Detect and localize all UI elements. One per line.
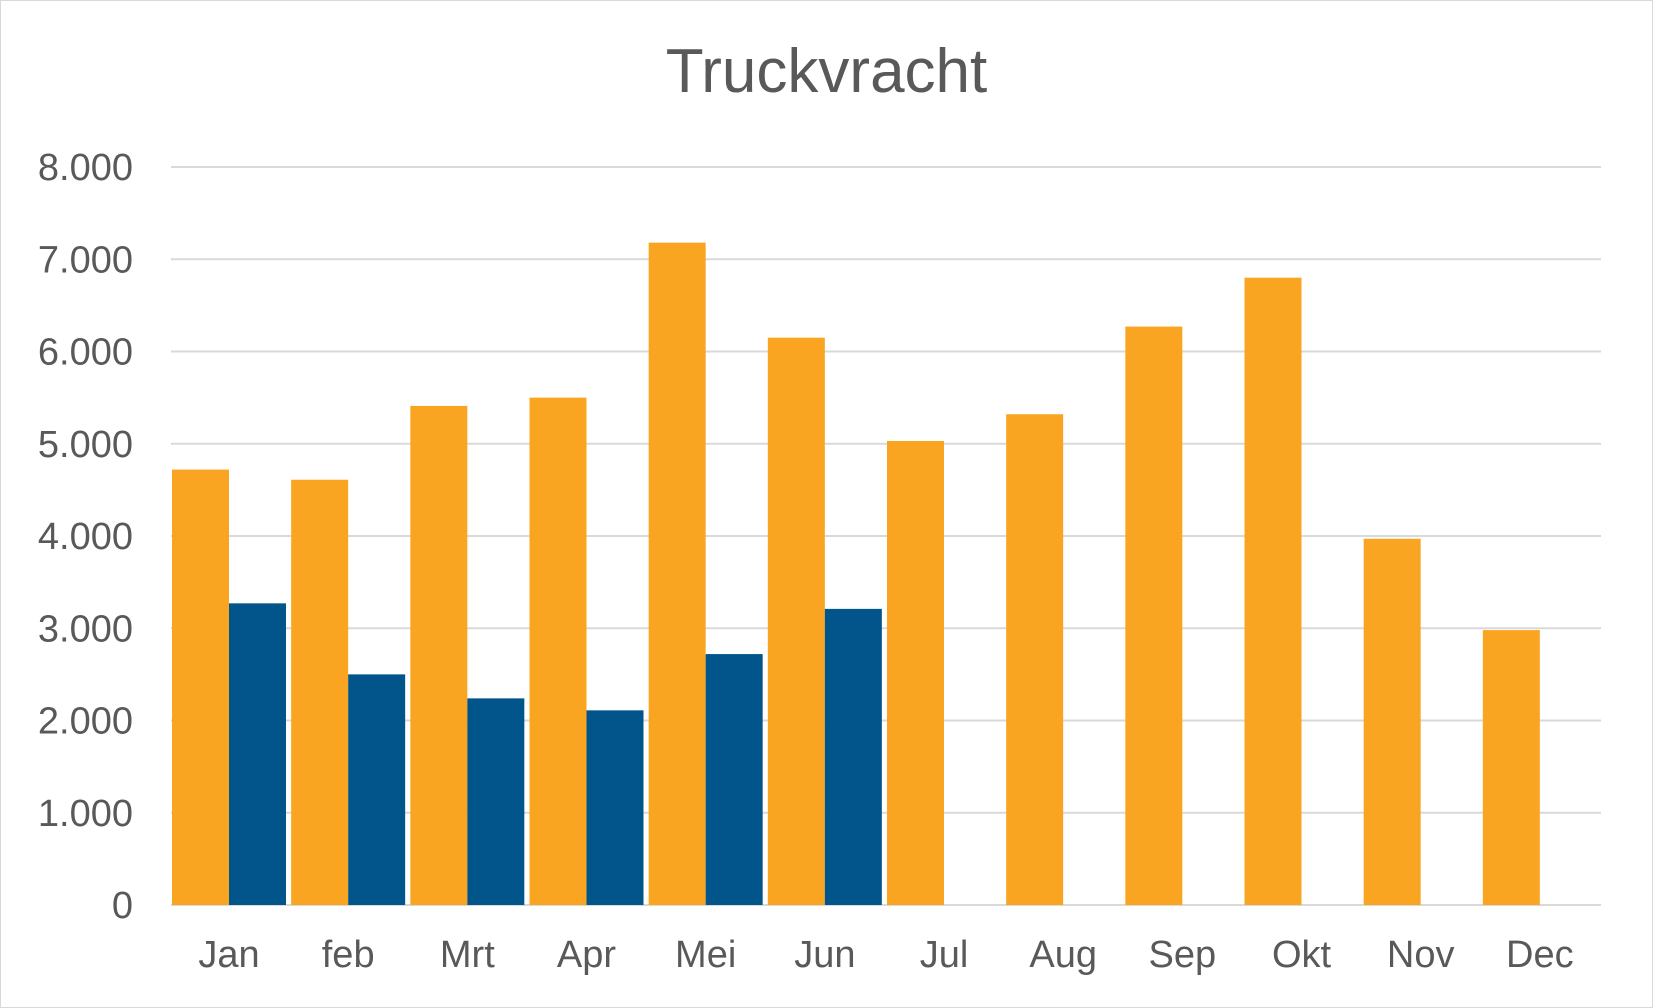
x-tick-label: Mrt <box>440 934 495 976</box>
x-tick-label: Aug <box>1029 934 1097 976</box>
bar-series-1-mei <box>648 242 706 905</box>
x-tick-label: Nov <box>1387 934 1455 976</box>
y-tick-label: 8.000 <box>38 147 133 189</box>
chart-title: Truckvracht <box>665 37 988 106</box>
y-tick-label: 0 <box>112 885 133 927</box>
x-tick-label: Mei <box>675 934 736 976</box>
bars <box>172 242 1540 906</box>
y-tick-label: 4.000 <box>38 516 133 558</box>
bar-series-1-jul <box>887 440 944 905</box>
x-tick-label: Dec <box>1506 934 1574 976</box>
x-tick-label: Okt <box>1272 934 1332 976</box>
bar-series-2-jun <box>824 608 882 905</box>
y-tick-label: 7.000 <box>38 239 133 281</box>
y-axis-ticks: 0 1.000 2.000 3.000 4.000 5.000 6.000 7.000 8.00… <box>38 147 133 927</box>
bar-series-1-dec <box>1482 630 1540 905</box>
bar-series-2-mei <box>705 654 763 905</box>
y-tick-label: 5.000 <box>38 424 133 466</box>
bar-series-1-aug <box>1006 414 1064 905</box>
x-tick-label: Jul <box>920 934 969 976</box>
bar-series-2-jan <box>229 603 286 905</box>
bar-series-1-mrt <box>410 405 468 905</box>
y-tick-label: 2.000 <box>38 701 133 743</box>
x-tick-label: Apr <box>557 934 616 976</box>
bar-series-1-nov <box>1363 538 1421 905</box>
bar-series-1-apr <box>529 397 587 905</box>
y-tick-label: 3.000 <box>38 608 133 650</box>
bar-series-2-apr <box>586 710 644 905</box>
x-axis-ticks: Jan feb Mrt Apr Mei Jun Jul Aug Sep Okt Nov Dec <box>198 934 1573 976</box>
x-tick-label: Jan <box>198 934 259 976</box>
x-tick-label: Sep <box>1149 934 1217 976</box>
x-tick-label: feb <box>322 934 375 976</box>
bar-series-1-feb <box>291 479 349 905</box>
bar-series-1-jun <box>767 337 825 906</box>
bar-series-1-sep <box>1125 326 1183 905</box>
bar-series-2-mrt <box>467 698 525 905</box>
bar-series-1-jan <box>172 469 229 905</box>
y-tick-label: 1.000 <box>38 793 133 835</box>
bar-series-2-feb <box>348 674 406 905</box>
y-tick-label: 6.000 <box>38 332 133 374</box>
x-tick-label: Jun <box>794 934 855 976</box>
bar-series-1-okt <box>1244 277 1302 905</box>
gridlines <box>171 166 1601 906</box>
